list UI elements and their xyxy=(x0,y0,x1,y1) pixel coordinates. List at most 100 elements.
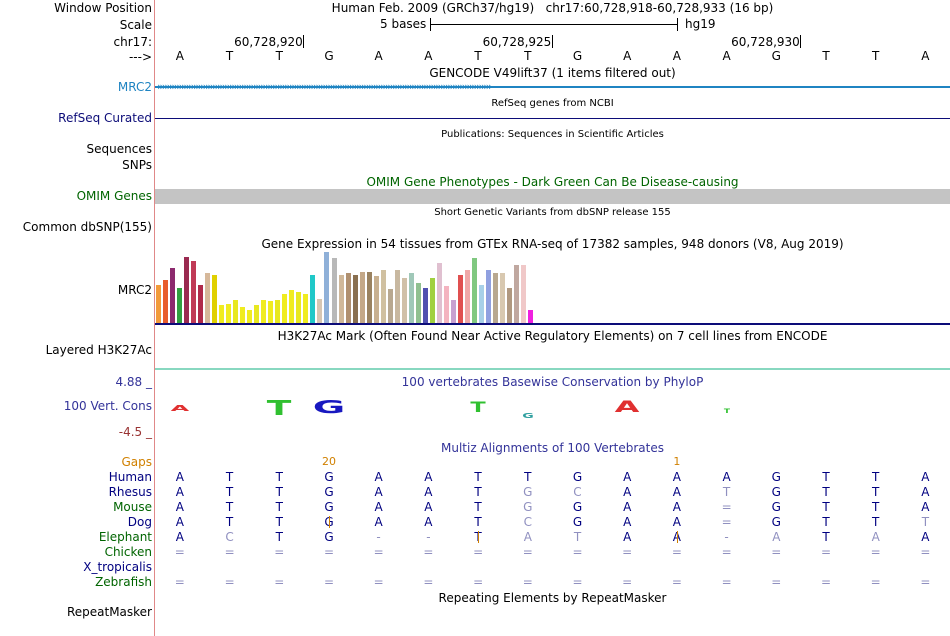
h3k27ac-label[interactable]: Layered H3K27Ac xyxy=(45,343,152,357)
gtex-bar[interactable] xyxy=(485,270,491,323)
alignment-base: T xyxy=(225,470,234,484)
repeatmasker-label[interactable]: RepeatMasker xyxy=(66,605,152,619)
gtex-bar[interactable] xyxy=(528,310,533,323)
gtex-bar[interactable] xyxy=(219,305,225,323)
multiz-track-title[interactable]: Multiz Alignments of 100 Vertebrates xyxy=(440,441,665,455)
species-label[interactable]: Mouse xyxy=(113,500,152,514)
alignment-base: T xyxy=(474,470,482,484)
gtex-bar[interactable] xyxy=(310,275,316,323)
gtex-bar[interactable] xyxy=(275,300,281,323)
gtex-bar[interactable] xyxy=(464,270,470,323)
gtex-bar[interactable] xyxy=(387,289,393,323)
gencode-gene-label[interactable]: MRC2 xyxy=(117,80,152,94)
alignment-base: T xyxy=(872,470,880,484)
gtex-bar[interactable] xyxy=(380,270,386,323)
gtex-bar[interactable] xyxy=(429,278,435,323)
gtex-bar[interactable] xyxy=(373,276,379,323)
gtex-bar[interactable] xyxy=(289,290,295,323)
gtex-bar[interactable] xyxy=(499,273,505,323)
species-label[interactable]: Human xyxy=(108,470,152,484)
gtex-bar[interactable] xyxy=(247,310,253,323)
phylop-glyph: T xyxy=(267,396,292,420)
gtex-bar[interactable] xyxy=(170,268,175,323)
alignment-base: = xyxy=(274,545,285,559)
repeatmasker-track-title[interactable]: Repeating Elements by RepeatMasker xyxy=(438,591,667,605)
species-label[interactable]: Elephant xyxy=(98,530,152,544)
gtex-bar[interactable] xyxy=(450,300,456,323)
gtex-bar[interactable] xyxy=(163,280,168,323)
alignment-base: T xyxy=(275,500,283,514)
omim-phenotype-bar[interactable] xyxy=(155,189,950,204)
gtex-bar[interactable] xyxy=(261,300,267,323)
gtex-bar[interactable] xyxy=(443,286,449,323)
gtex-bar[interactable] xyxy=(359,272,365,323)
species-label[interactable]: Rhesus xyxy=(108,485,152,499)
gtex-bar[interactable] xyxy=(226,304,232,323)
refseq-label[interactable]: RefSeq Curated xyxy=(58,111,152,125)
gtex-bar[interactable] xyxy=(415,283,421,323)
gtex-bar[interactable] xyxy=(352,275,358,323)
omim-track-title[interactable]: OMIM Gene Phenotypes - Dark Green Can Be… xyxy=(366,175,739,189)
gtex-track-title[interactable]: Gene Expression in 54 tissues from GTEx … xyxy=(261,237,844,251)
gtex-bar[interactable] xyxy=(521,265,526,323)
refseq-track-title[interactable]: RefSeq genes from NCBI xyxy=(491,98,614,109)
gtex-bar[interactable] xyxy=(317,299,323,323)
gtex-bar[interactable] xyxy=(331,258,337,323)
publications-track-title[interactable]: Publications: Sequences in Scientific Ar… xyxy=(441,129,664,140)
gtex-bar[interactable] xyxy=(408,273,414,323)
gtex-bar[interactable] xyxy=(338,275,344,323)
snp-track-title[interactable]: Short Genetic Variants from dbSNP releas… xyxy=(434,207,671,218)
gencode-gene-feature[interactable]: ››››››››››››››››››››››››››››››››››››››››… xyxy=(155,80,950,94)
gtex-bar[interactable] xyxy=(191,261,197,323)
omim-label[interactable]: OMIM Genes xyxy=(76,189,152,203)
gtex-bar[interactable] xyxy=(345,273,351,323)
gtex-bar[interactable] xyxy=(233,300,239,323)
gtex-bar[interactable] xyxy=(324,252,330,323)
alignment-base: = xyxy=(820,575,832,589)
species-label[interactable]: Dog xyxy=(127,515,152,529)
gtex-bar[interactable] xyxy=(513,265,519,323)
gtex-bar[interactable] xyxy=(177,288,183,323)
publications-snps-label[interactable]: SNPs xyxy=(122,158,152,172)
publications-sequences-label[interactable]: Sequences xyxy=(86,142,152,156)
gtex-bar[interactable] xyxy=(471,258,477,323)
gtex-bar[interactable] xyxy=(457,275,463,323)
h3k27ac-track-title[interactable]: H3K27Ac Mark (Often Found Near Active Re… xyxy=(277,329,828,343)
gtex-bar[interactable] xyxy=(184,257,190,323)
gtex-bar[interactable] xyxy=(254,305,260,323)
alignment-base: G xyxy=(771,470,781,484)
species-label[interactable]: Chicken xyxy=(104,545,152,559)
species-label[interactable]: Zebrafish xyxy=(95,575,152,589)
alignment-base: - xyxy=(426,530,431,544)
gtex-bar[interactable] xyxy=(240,307,246,323)
gtex-bar[interactable] xyxy=(436,263,442,323)
gtex-bar[interactable] xyxy=(156,285,161,323)
phylop-track-title[interactable]: 100 vertebrates Basewise Conservation by… xyxy=(401,375,704,389)
gtex-bar[interactable] xyxy=(401,278,407,323)
gtex-bar[interactable] xyxy=(296,292,302,323)
gtex-bar[interactable] xyxy=(394,270,400,323)
gtex-bar[interactable] xyxy=(282,294,288,323)
refseq-gene-line[interactable] xyxy=(155,118,950,119)
gtex-bar[interactable] xyxy=(198,285,204,323)
gtex-bar[interactable] xyxy=(492,273,498,323)
gencode-track-title[interactable]: GENCODE V49lift37 (1 items filtered out) xyxy=(429,66,676,80)
gtex-bar[interactable] xyxy=(422,288,428,323)
alignment-base: A xyxy=(175,500,184,514)
base-letter: A xyxy=(175,49,184,63)
phylop-label[interactable]: 100 Vert. Cons xyxy=(63,399,152,413)
snp-label[interactable]: Common dbSNP(155) xyxy=(22,220,152,234)
gtex-bar[interactable] xyxy=(212,275,218,323)
species-label[interactable]: X_tropicalis xyxy=(83,560,152,574)
gtex-gene-label[interactable]: MRC2 xyxy=(117,283,152,297)
gtex-bar[interactable] xyxy=(268,301,274,323)
gtex-bar[interactable] xyxy=(506,288,512,323)
coordinate-tick xyxy=(303,35,305,48)
scale-bar xyxy=(430,18,678,31)
gtex-bar[interactable] xyxy=(478,285,484,323)
gtex-bar[interactable] xyxy=(366,272,372,323)
alignment-base: A xyxy=(672,515,681,529)
gtex-bar[interactable] xyxy=(303,294,309,323)
phylop-glyph: G xyxy=(522,412,534,420)
gtex-bar[interactable] xyxy=(205,273,211,323)
